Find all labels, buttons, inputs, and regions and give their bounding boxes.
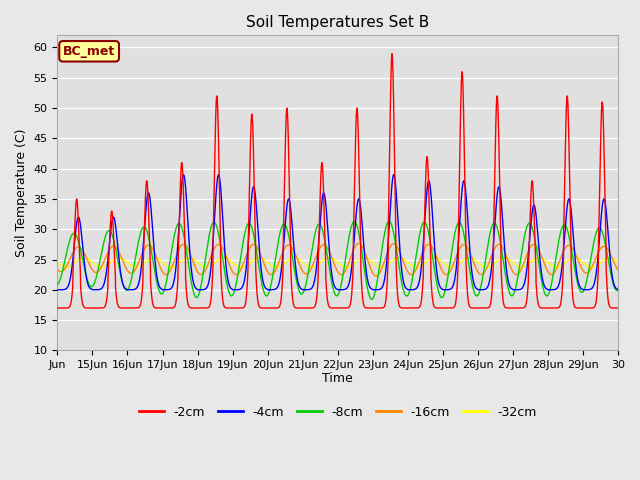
-32cm xyxy=(54,260,61,265)
-2cm xyxy=(493,97,500,103)
-4cm xyxy=(468,269,476,275)
-8cm xyxy=(614,287,622,293)
-16cm xyxy=(54,266,61,272)
-4cm xyxy=(180,172,188,178)
-4cm xyxy=(150,245,158,251)
-2cm xyxy=(150,304,158,310)
-2cm xyxy=(614,305,622,311)
-4cm xyxy=(493,199,500,205)
-4cm xyxy=(428,197,435,203)
-2cm xyxy=(484,305,492,311)
Y-axis label: Soil Temperature (C): Soil Temperature (C) xyxy=(15,129,28,257)
-16cm xyxy=(417,256,424,262)
-16cm xyxy=(614,267,622,273)
-2cm xyxy=(468,305,476,311)
-32cm xyxy=(416,264,424,269)
-4cm xyxy=(484,283,492,288)
-4cm xyxy=(416,274,424,280)
-16cm xyxy=(150,248,158,254)
Line: -4cm: -4cm xyxy=(58,175,618,290)
-8cm xyxy=(54,282,61,288)
-8cm xyxy=(417,228,424,234)
-8cm xyxy=(428,247,435,252)
-8cm xyxy=(385,218,393,224)
-32cm xyxy=(605,255,613,261)
Line: -2cm: -2cm xyxy=(58,54,618,308)
-4cm xyxy=(614,287,622,293)
-32cm xyxy=(468,255,476,261)
-8cm xyxy=(150,264,158,270)
Line: -8cm: -8cm xyxy=(58,221,618,300)
Title: Soil Temperatures Set B: Soil Temperatures Set B xyxy=(246,15,429,30)
-8cm xyxy=(484,240,492,245)
Legend: -2cm, -4cm, -8cm, -16cm, -32cm: -2cm, -4cm, -8cm, -16cm, -32cm xyxy=(134,401,542,424)
X-axis label: Time: Time xyxy=(323,372,353,384)
-4cm xyxy=(54,287,61,293)
-8cm xyxy=(493,223,500,229)
-16cm xyxy=(372,273,380,279)
-16cm xyxy=(493,243,500,249)
-32cm xyxy=(493,259,500,264)
Text: BC_met: BC_met xyxy=(63,45,115,58)
-32cm xyxy=(428,255,435,261)
-8cm xyxy=(368,297,376,302)
-2cm xyxy=(417,303,424,309)
-32cm xyxy=(484,264,492,270)
-16cm xyxy=(355,240,363,246)
Line: -16cm: -16cm xyxy=(58,243,618,276)
-16cm xyxy=(484,262,492,267)
-2cm xyxy=(54,305,61,311)
-16cm xyxy=(468,255,476,261)
-2cm xyxy=(428,285,435,291)
-8cm xyxy=(468,280,476,286)
-16cm xyxy=(428,243,435,249)
-2cm xyxy=(88,305,96,311)
-32cm xyxy=(62,264,70,270)
Line: -32cm: -32cm xyxy=(58,258,618,267)
-32cm xyxy=(150,255,158,261)
-2cm xyxy=(388,51,396,57)
-32cm xyxy=(614,260,622,265)
